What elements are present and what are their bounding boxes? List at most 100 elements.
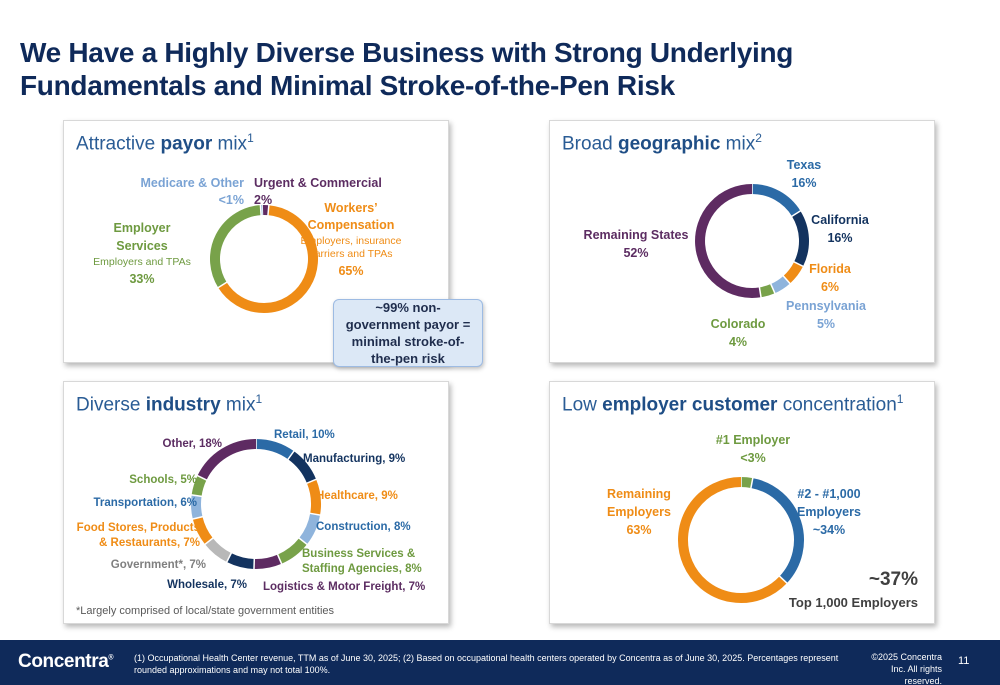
- payor-slice-separator: [216, 281, 228, 289]
- industry-slice-6: [253, 554, 282, 569]
- geo-slice-separator: [790, 209, 802, 218]
- industry-slice-12: [197, 439, 257, 481]
- geo-slice-separator: [769, 282, 776, 295]
- geo-slice-separator: [758, 286, 762, 299]
- industry-title-bold: industry: [145, 394, 221, 416]
- industry-mix-panel: Diverse industry mix1 Retail, 10% Manufac…: [63, 381, 449, 624]
- slide-title: We Have a Highly Diverse Business with S…: [20, 36, 980, 102]
- concentration-label-first-employer: #1 Employer <3%: [716, 433, 790, 465]
- payor-title-sup: 1: [247, 131, 254, 145]
- payor-label-workers-comp-sub: Employers, insurance carriers and TPAs: [301, 235, 402, 260]
- industry-slice-8: [204, 537, 232, 563]
- industry-label-wholesale: Wholesale, 7%: [167, 579, 247, 591]
- payor-slice-3: [210, 205, 262, 288]
- geo-label-remaining-states: Remaining States 52%: [584, 228, 689, 260]
- payor-mix-title: Attractive payor mix1: [76, 131, 254, 155]
- geographic-mix-title: Broad geographic mix2: [562, 131, 762, 155]
- payor-label-employer-services-sub: Employers and TPAs: [93, 256, 191, 268]
- concentration-label-top-1000: #2 - #1,000 Employers ~34%: [797, 487, 861, 537]
- geo-label-colorado: Colorado 4%: [711, 317, 766, 349]
- industry-title-sup: 1: [255, 392, 263, 406]
- concentration-slice-separator: [778, 575, 789, 585]
- industry-footnote: *Largely comprised of local/state govern…: [76, 605, 335, 617]
- industry-label-transportation: Transportation, 6%: [93, 497, 197, 509]
- industry-label-logistics: Logistics & Motor Freight, 7%: [263, 581, 425, 593]
- industry-label-retail: Retail, 10%: [274, 429, 335, 441]
- payor-label-workers-comp: Workers’ Compensation: [308, 201, 395, 232]
- industry-slice-separator: [225, 551, 233, 564]
- geo-slice-5: [759, 284, 775, 298]
- industry-slice-separator: [297, 536, 309, 546]
- industry-mix-title: Diverse industry mix1: [76, 392, 262, 416]
- industry-title-pre: Diverse: [76, 394, 146, 416]
- industry-slice-separator: [190, 494, 203, 498]
- slide-title-line-1: We Have a Highly Diverse Business with S…: [20, 37, 794, 68]
- footer-bar: Concentra® (1) Occupational Health Cente…: [0, 640, 1000, 685]
- payor-slice-separator: [267, 204, 270, 217]
- payor-title-bold: payor: [160, 133, 213, 155]
- industry-label-schools: Schools, 5%: [129, 474, 197, 486]
- conc-title-pre: Low: [562, 394, 603, 416]
- geo-label-california: California 16%: [811, 213, 870, 245]
- concentra-logo: Concentra®: [18, 651, 114, 673]
- geo-slice-2: [791, 210, 809, 267]
- employer-concentration-title: Low employer customer concentration1: [562, 392, 903, 416]
- copyright-text: ©2025 Concentra Inc. All rights reserved…: [871, 652, 942, 685]
- industry-title-post: mix: [220, 394, 256, 416]
- geo-slice-separator: [792, 260, 805, 268]
- concentration-slice-1: [740, 477, 753, 488]
- payor-mix-panel: Attractive payor mix1 Urgent & Commercia…: [63, 120, 449, 363]
- industry-label-manufacturing: Manufacturing, 9%: [303, 453, 405, 465]
- industry-label-construction: Construction, 8%: [316, 521, 411, 533]
- industry-slice-separator: [203, 536, 215, 546]
- top-1000-share-value: ~37%: [868, 569, 918, 590]
- payor-label-workers-comp-value: 65%: [338, 264, 363, 278]
- geo-title-pre: Broad: [562, 133, 618, 155]
- industry-label-business-services: Business Services & Staffing Agencies, 8%: [302, 548, 422, 575]
- concentration-slice-3: [678, 477, 787, 603]
- payor-label-medicare-other: Medicare & Other <1%: [140, 176, 244, 207]
- geo-title-sup: 2: [755, 131, 762, 145]
- industry-slice-separator: [286, 449, 296, 461]
- footer-footnote: (1) Occupational Health Center revenue, …: [134, 653, 839, 675]
- industry-slice-3: [306, 479, 321, 516]
- slide-title-line-2: Fundamentals and Minimal Stroke-of-the-P…: [20, 70, 675, 101]
- geo-title-post: mix: [720, 133, 756, 155]
- conc-title-bold: employer customer: [602, 394, 778, 416]
- industry-slice-1: [255, 439, 294, 460]
- concentration-slice-separator: [750, 476, 754, 490]
- payor-donut-chart: Urgent & Commercial 2% Medicare & Other <1%…: [93, 176, 402, 313]
- industry-slice-5: [277, 537, 308, 564]
- industry-label-other: Other, 18%: [163, 438, 222, 450]
- industry-slice-separator: [196, 474, 208, 482]
- employer-concentration-donut-chart: #1 Employer <3%#2 - #1,000 Employers ~34% Re…: [607, 433, 861, 603]
- geo-slice-1: [751, 184, 801, 217]
- industry-slice-separator: [309, 512, 322, 516]
- concentration-slice-2: [750, 478, 804, 584]
- industry-slice-2: [287, 451, 317, 484]
- industry-label-government: Government*, 7%: [111, 559, 206, 571]
- industry-slice-separator: [305, 478, 318, 485]
- employer-concentration-panel: Low employer customer concentration1 #1 …: [549, 381, 935, 624]
- industry-slice-11: [191, 475, 207, 497]
- geo-slice-4: [770, 275, 791, 294]
- payor-slice-separator: [259, 204, 262, 217]
- geo-label-florida: Florida 6%: [809, 262, 852, 294]
- payor-label-employer-services: Employer Services: [114, 221, 171, 253]
- payor-slice-2: [218, 205, 318, 313]
- conc-title-sup: 1: [896, 392, 904, 406]
- industry-slice-4: [299, 513, 321, 545]
- logo-registered-mark: ®: [108, 654, 114, 662]
- industry-slice-separator: [191, 515, 204, 520]
- payor-title-post: mix: [212, 133, 248, 155]
- geo-title-bold: geographic: [617, 133, 721, 155]
- non-government-callout: ~99% non-government payor = minimal stro…: [333, 299, 483, 367]
- concentration-label-remaining: Remaining Employers 63%: [607, 487, 671, 537]
- industry-label-healthcare: Healthcare, 9%: [316, 490, 398, 502]
- payor-title-pre: Attractive: [76, 133, 161, 155]
- top-1000-share-label: Top 1,000 Employers: [788, 595, 918, 610]
- logo-text: Concentra: [18, 651, 109, 672]
- geographic-donut-chart: Texas 16% California 16% Florida 6% Pennsylvan…: [584, 158, 870, 349]
- page-number: 11: [958, 655, 970, 667]
- industry-donut-chart: Retail, 10% Manufacturing, 9% Healthcare, …: [77, 429, 426, 593]
